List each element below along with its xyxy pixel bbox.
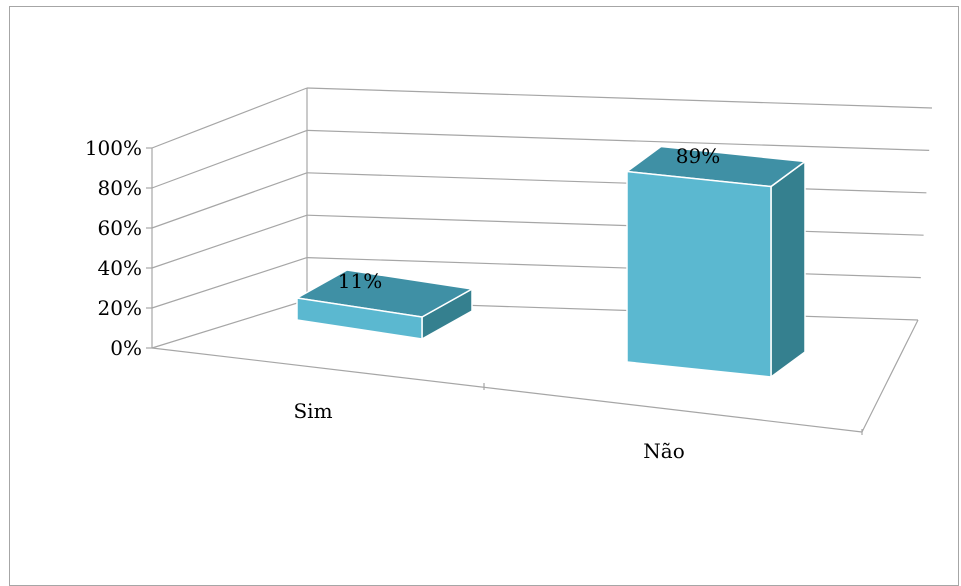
gridline-side: [151, 172, 308, 229]
floor-left-edge: [151, 299, 308, 349]
gridline-back: [306, 172, 927, 194]
bar: [294, 269, 475, 341]
gridline-side: [151, 129, 308, 189]
y-axis-ticks: 0% 20% 40% 60% 80% 100%: [85, 136, 152, 360]
gridline-back: [306, 214, 924, 236]
bars: [294, 145, 808, 379]
chart-axes: [151, 88, 919, 435]
x-category-label: Não: [643, 439, 684, 463]
data-label: 11%: [338, 269, 382, 293]
x-axis-labels: Sim Não: [293, 399, 684, 463]
x-axis-line: [151, 347, 863, 433]
bar: [624, 145, 808, 379]
y-tick-label: 80%: [98, 176, 142, 200]
bar-side-face: [770, 160, 806, 379]
gridline-back: [306, 87, 933, 109]
y-tick-label: 100%: [85, 136, 142, 160]
gridline-side: [151, 87, 308, 149]
gridline-side: [151, 257, 308, 309]
y-tick-label: 60%: [98, 216, 142, 240]
y-tick-label: 20%: [98, 296, 142, 320]
gridline-back: [306, 129, 930, 151]
gridline-side: [151, 214, 308, 269]
y-tick-label: 0%: [110, 336, 142, 360]
gridline-back: [306, 257, 921, 279]
x-category-label: Sim: [293, 399, 332, 423]
y-tick-label: 40%: [98, 256, 142, 280]
gridlines: [151, 87, 933, 309]
bar-front-face: [296, 297, 423, 340]
floor-right-edge: [861, 319, 919, 433]
data-labels: 11% 89%: [338, 144, 720, 293]
bar-front-face: [626, 170, 772, 378]
data-label: 89%: [676, 144, 720, 168]
